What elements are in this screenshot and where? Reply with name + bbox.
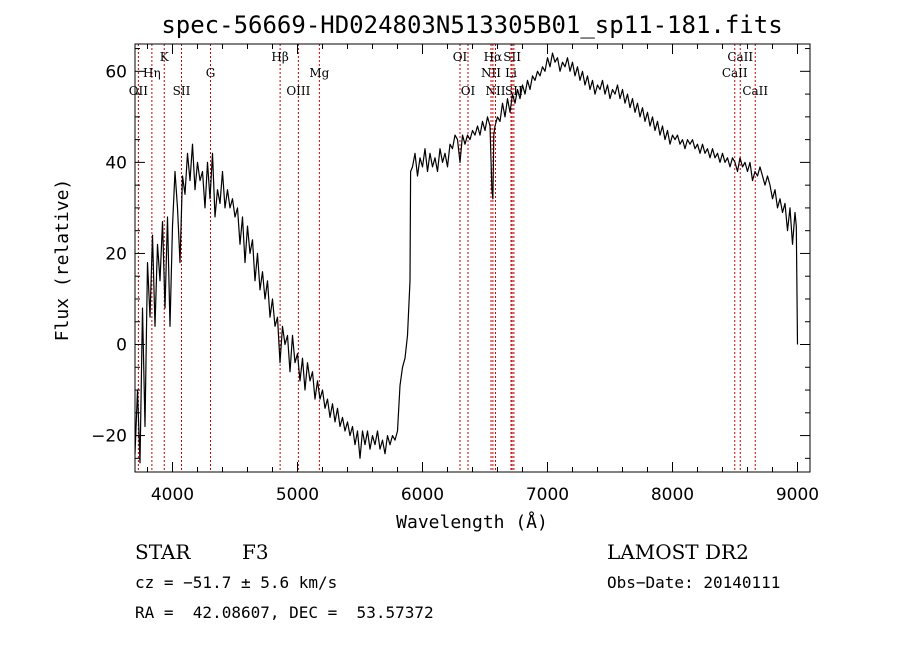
object-subclass: F3 <box>242 540 269 564</box>
line-label: NII <box>481 66 501 80</box>
line-label: Mg <box>309 66 329 80</box>
y-tick-label: 40 <box>105 153 127 173</box>
object-class: STAR <box>135 540 191 564</box>
line-label: OII <box>129 84 149 98</box>
spectrum-series-line <box>134 52 799 464</box>
line-label: Hβ <box>271 50 288 64</box>
x-tick-label: 4000 <box>151 485 194 505</box>
line-label: NII <box>486 84 506 98</box>
x-axis-label: Wavelength (Å) <box>396 511 548 533</box>
plot-frame <box>134 43 811 473</box>
y-tick-label: 20 <box>105 244 127 264</box>
y-tick-label: −20 <box>91 427 127 447</box>
line-label: OI <box>461 84 476 98</box>
line-label: OI <box>453 50 468 64</box>
x-tick-label: 8000 <box>651 485 694 505</box>
x-tick-label: 5000 <box>276 485 319 505</box>
line-label: CaII <box>722 66 748 80</box>
x-tick-label: 6000 <box>401 485 444 505</box>
line-label: Hα <box>484 50 503 64</box>
emission-line-labels: OIIHηKSIIGHβOIIIMgOIOINIIHαNIILiSIISIICa… <box>129 50 769 98</box>
coordinates: RA = 42.08607, DEC = 53.57372 <box>135 603 434 622</box>
x-tick-label: 9000 <box>776 485 819 505</box>
line-label: SII <box>503 50 521 64</box>
observation-date: Obs−Date: 20140111 <box>607 573 781 592</box>
y-tick-label: 0 <box>116 336 127 356</box>
x-tick-label: 7000 <box>526 485 569 505</box>
y-axis-label: Flux (relative) <box>52 179 73 342</box>
redshift-velocity: cz = −51.7 ± 5.6 km/s <box>135 573 338 592</box>
y-tick-label: 60 <box>105 62 127 82</box>
line-label: G <box>206 66 216 80</box>
line-label: CaII <box>727 50 753 64</box>
line-label: K <box>160 50 170 64</box>
chart-title: spec-56669-HD024803N513305B01_sp11-181.f… <box>161 11 782 39</box>
x-axis-ticks: 4000 5000 6000 7000 8000 9000 <box>147 44 819 505</box>
spectrum-chart: spec-56669-HD024803N513305B01_sp11-181.f… <box>52 11 819 533</box>
line-label: CaII <box>742 84 768 98</box>
line-label: SII <box>173 84 191 98</box>
line-label: OIII <box>286 84 310 98</box>
emission-line-markers <box>137 44 756 472</box>
line-label: Li <box>505 66 517 80</box>
y-axis-ticks: −20 0 20 40 60 <box>91 48 810 459</box>
line-label: Hη <box>143 66 161 80</box>
survey-name: LAMOST DR2 <box>607 540 749 564</box>
